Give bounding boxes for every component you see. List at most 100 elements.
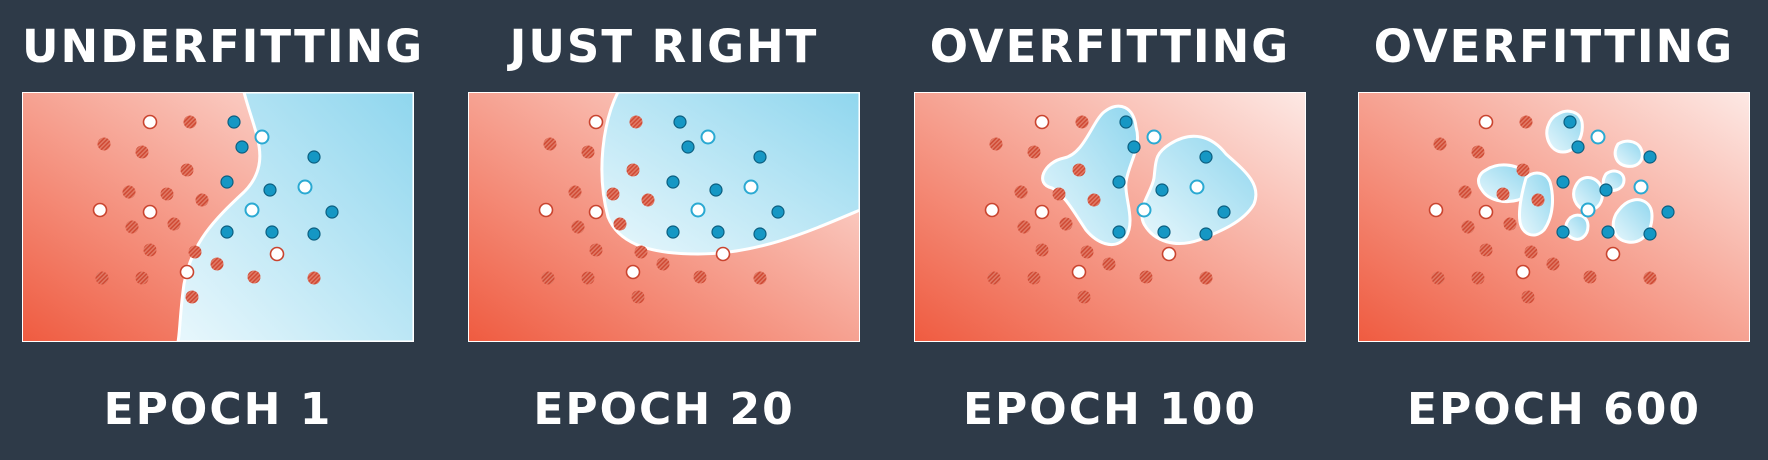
- red-point: [634, 245, 648, 259]
- red-point: [656, 257, 670, 271]
- red-point: [606, 187, 620, 201]
- red-point: [581, 271, 595, 285]
- panel-4-title: OVERFITTING: [1373, 20, 1735, 73]
- blue-point: [265, 225, 279, 239]
- panel-3-epoch: EPOCH 100: [963, 384, 1257, 435]
- red-point: [1080, 245, 1094, 259]
- misclassified-red-point: [142, 204, 158, 220]
- blue-point: [1601, 225, 1615, 239]
- blue-point: [1112, 225, 1126, 239]
- red-point: [589, 243, 603, 257]
- panel-3-svg: [914, 92, 1306, 342]
- misclassified-blue-point: [1580, 202, 1596, 218]
- blue-point: [1556, 175, 1570, 189]
- blue-point: [1599, 183, 1613, 197]
- red-point: [1431, 271, 1445, 285]
- red-point: [1471, 271, 1485, 285]
- blue-region: [176, 92, 414, 342]
- red-point: [1077, 290, 1091, 304]
- blue-point: [1217, 205, 1231, 219]
- blue-point: [325, 205, 339, 219]
- red-point: [631, 290, 645, 304]
- misclassified-red-point: [588, 114, 604, 130]
- red-point: [210, 257, 224, 271]
- red-point: [1199, 271, 1213, 285]
- panel-4-epoch: EPOCH 600: [1407, 384, 1701, 435]
- misclassified-red-point: [1605, 246, 1621, 262]
- red-point: [1072, 163, 1086, 177]
- red-point: [1059, 217, 1073, 231]
- red-point: [95, 271, 109, 285]
- misclassified-red-point: [538, 202, 554, 218]
- blue-region: [600, 92, 860, 256]
- panel-2-svg: [468, 92, 860, 342]
- red-point: [581, 145, 595, 159]
- red-point: [543, 137, 557, 151]
- red-point: [753, 271, 767, 285]
- blue-point: [1643, 227, 1657, 241]
- red-point: [626, 163, 640, 177]
- red-point: [613, 217, 627, 231]
- blue-point: [1643, 150, 1657, 164]
- blue-region: [1564, 213, 1590, 241]
- blue-point: [709, 183, 723, 197]
- red-point: [180, 163, 194, 177]
- blue-region: [1611, 198, 1654, 244]
- misclassified-red-point: [269, 246, 285, 262]
- misclassified-blue-point: [690, 202, 706, 218]
- red-point: [122, 185, 136, 199]
- blue-point: [235, 140, 249, 154]
- panel-2-epoch: EPOCH 20: [533, 384, 795, 435]
- panel-1-title: UNDERFITTING: [22, 20, 425, 73]
- blue-point: [673, 115, 687, 129]
- blue-point: [753, 150, 767, 164]
- red-point: [1503, 217, 1517, 231]
- red-point: [135, 145, 149, 159]
- blue-point: [753, 227, 767, 241]
- blue-point: [1119, 115, 1133, 129]
- misclassified-blue-point: [1590, 129, 1606, 145]
- red-point: [1519, 115, 1533, 129]
- panel-3-title: OVERFITTING: [929, 20, 1291, 73]
- misclassified-blue-point: [297, 179, 313, 195]
- blue-point: [220, 225, 234, 239]
- red-point: [1052, 187, 1066, 201]
- panel-2-title: JUST RIGHT: [509, 20, 819, 73]
- red-point: [693, 270, 707, 284]
- misclassified-blue-point: [700, 129, 716, 145]
- red-point: [1087, 193, 1101, 207]
- panel-2-plot: [468, 92, 860, 342]
- blue-region: [1477, 163, 1532, 204]
- blue-region: [1041, 104, 1139, 247]
- red-point: [135, 271, 149, 285]
- red-point: [1546, 257, 1560, 271]
- red-point: [541, 271, 555, 285]
- red-point: [1461, 220, 1475, 234]
- misclassified-red-point: [1478, 114, 1494, 130]
- blue-point: [307, 150, 321, 164]
- blue-point: [227, 115, 241, 129]
- red-point: [1027, 145, 1041, 159]
- red-point: [1583, 270, 1597, 284]
- red-point: [195, 193, 209, 207]
- panel-4-plot: [1358, 92, 1750, 342]
- misclassified-red-point: [1478, 204, 1494, 220]
- red-point: [987, 271, 1001, 285]
- red-point: [1496, 187, 1510, 201]
- misclassified-red-point: [1428, 202, 1444, 218]
- misclassified-red-point: [1034, 114, 1050, 130]
- panel-1-epoch: EPOCH 1: [103, 384, 333, 435]
- blue-point: [1112, 175, 1126, 189]
- misclassified-blue-point: [1146, 129, 1162, 145]
- red-point: [160, 187, 174, 201]
- red-point: [1139, 270, 1153, 284]
- red-point: [185, 290, 199, 304]
- red-point: [183, 115, 197, 129]
- red-point: [1458, 185, 1472, 199]
- misclassified-red-point: [984, 202, 1000, 218]
- blue-point: [1127, 140, 1141, 154]
- red-point: [1017, 220, 1031, 234]
- red-point: [188, 245, 202, 259]
- panel-4-svg: [1358, 92, 1750, 342]
